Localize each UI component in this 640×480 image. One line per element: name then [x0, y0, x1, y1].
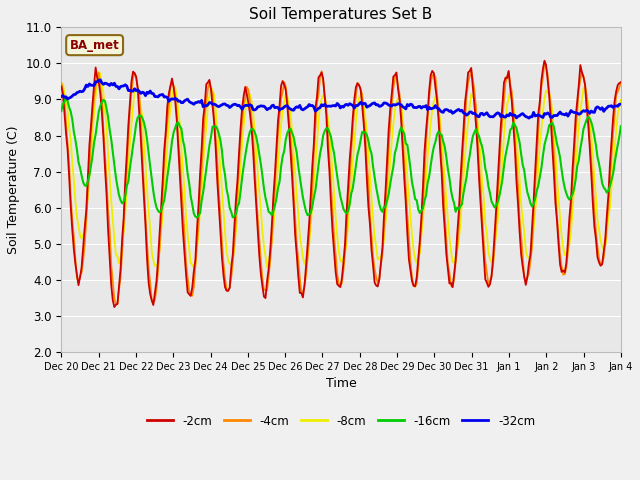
Legend: -2cm, -4cm, -8cm, -16cm, -32cm: -2cm, -4cm, -8cm, -16cm, -32cm: [143, 410, 540, 432]
Y-axis label: Soil Temperature (C): Soil Temperature (C): [7, 125, 20, 254]
Title: Soil Temperatures Set B: Soil Temperatures Set B: [250, 7, 433, 22]
Text: BA_met: BA_met: [70, 39, 120, 52]
X-axis label: Time: Time: [326, 377, 356, 390]
